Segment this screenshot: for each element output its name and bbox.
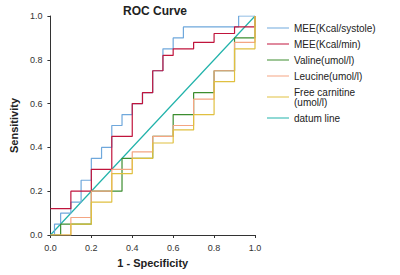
svg-text:MEE(Kcal/systole): MEE(Kcal/systole) — [294, 23, 376, 34]
svg-text:MEE(Kcal/min): MEE(Kcal/min) — [294, 39, 361, 50]
svg-text:0.0: 0.0 — [44, 243, 57, 253]
svg-text:Leucine(umol/l): Leucine(umol/l) — [294, 71, 362, 82]
svg-text:0.4: 0.4 — [126, 243, 139, 253]
svg-text:0.2: 0.2 — [30, 186, 43, 196]
svg-text:1 - Specificity: 1 - Specificity — [117, 257, 189, 269]
svg-text:Valine(umol/l): Valine(umol/l) — [294, 55, 354, 66]
svg-text:(umol/l): (umol/l) — [294, 97, 327, 108]
svg-text:0.8: 0.8 — [30, 55, 43, 65]
svg-text:0.6: 0.6 — [167, 243, 180, 253]
svg-text:1.0: 1.0 — [30, 11, 43, 21]
svg-text:Free carnitine: Free carnitine — [294, 86, 356, 98]
svg-text:datum line: datum line — [294, 113, 341, 124]
svg-text:0.2: 0.2 — [85, 243, 98, 253]
svg-text:0.6: 0.6 — [30, 99, 43, 109]
svg-text:0.0: 0.0 — [30, 230, 43, 240]
svg-text:0.4: 0.4 — [30, 142, 43, 152]
svg-text:ROC Curve: ROC Curve — [123, 4, 187, 18]
svg-text:Sensitivity: Sensitivity — [8, 97, 20, 153]
svg-text:1.0: 1.0 — [249, 243, 262, 253]
svg-text:0.8: 0.8 — [208, 243, 221, 253]
